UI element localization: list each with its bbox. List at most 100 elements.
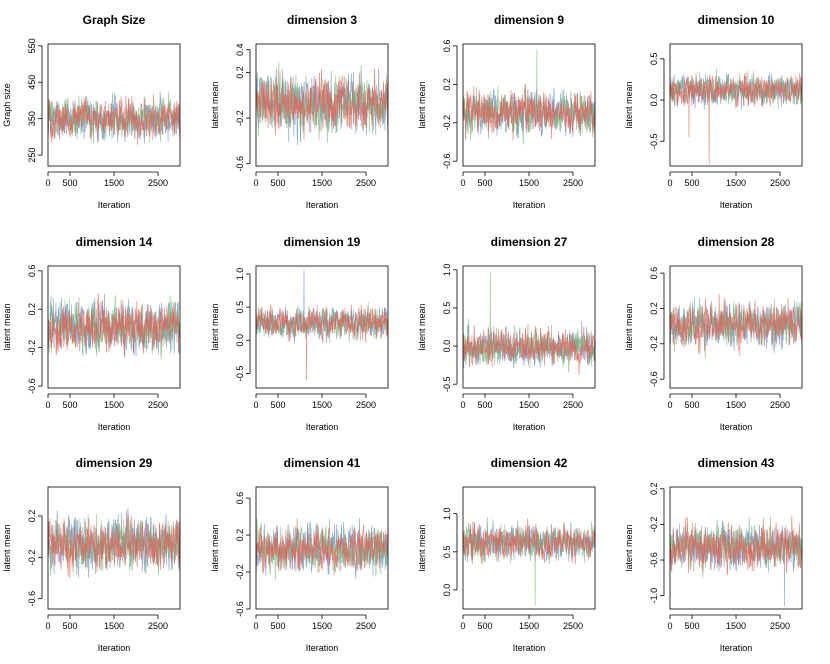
- y-tick-label: 0.0: [442, 584, 452, 597]
- y-tick-label: -0.2: [27, 550, 37, 566]
- y-tick-label: 250: [27, 148, 37, 163]
- series-line-2: [255, 304, 389, 381]
- x-tick-label: 2500: [563, 178, 583, 188]
- y-tick-label: -0.5: [235, 366, 245, 382]
- y-axis-label: latent mean: [417, 303, 427, 350]
- x-tick-label: 1500: [519, 400, 539, 410]
- x-tick-label: 500: [477, 178, 492, 188]
- x-axis-label: Iteration: [720, 422, 753, 432]
- panel-10: dimension 42 0 500 1500 2500 0.0 0.5 1.0 Iterati…: [417, 456, 596, 653]
- x-tick-label: 500: [270, 178, 285, 188]
- x-tick-label: 500: [477, 400, 492, 410]
- y-tick-label: -0.6: [235, 601, 245, 617]
- x-tick-label: 500: [684, 178, 699, 188]
- y-tick-label: 0.5: [442, 546, 452, 559]
- y-axis-label: latent mean: [624, 524, 634, 571]
- x-axis-label: Iteration: [513, 422, 546, 432]
- series-line-2: [669, 294, 803, 357]
- x-axis-label: Iteration: [513, 200, 546, 210]
- x-tick-label: 2500: [770, 621, 790, 631]
- x-axis-label: Iteration: [98, 422, 131, 432]
- x-tick-label: 2500: [148, 400, 168, 410]
- x-tick-label: 2500: [770, 178, 790, 188]
- y-tick-label: 0.4: [235, 43, 245, 56]
- y-tick-label: -0.5: [442, 376, 452, 392]
- panel-title: Graph Size: [83, 13, 146, 27]
- y-tick-label: -0.6: [235, 156, 245, 172]
- x-tick-label: 1500: [104, 400, 124, 410]
- y-tick-label: 0.0: [442, 340, 452, 353]
- x-tick-label: 0: [460, 178, 465, 188]
- series-line-2: [462, 323, 596, 375]
- x-axis-label: Iteration: [720, 200, 753, 210]
- plot-frame: [669, 265, 803, 389]
- y-tick-label: -0.2: [649, 517, 659, 533]
- y-tick-label: -0.2: [442, 115, 452, 131]
- x-tick-label: 500: [62, 400, 77, 410]
- panel-5: dimension 19 0 500 1500 2500 -0.5 0.0 0.5 1.0 Ite…: [210, 235, 389, 432]
- x-tick-label: 2500: [148, 178, 168, 188]
- panel-title: dimension 19: [284, 235, 361, 249]
- series-line-2: [47, 94, 181, 145]
- y-tick-label: 450: [27, 75, 37, 90]
- x-tick-label: 1500: [726, 621, 746, 631]
- series-line-0: [255, 268, 389, 345]
- series-line-2: [669, 72, 803, 165]
- x-tick-label: 2500: [770, 400, 790, 410]
- y-axis-label: latent mean: [2, 524, 12, 571]
- x-tick-label: 2500: [356, 400, 376, 410]
- panel-4: dimension 14 0 500 1500 2500 -0.6 -0.2 0.2 0.6 It…: [2, 235, 181, 432]
- y-tick-label: 0.5: [649, 53, 659, 66]
- x-tick-label: 2500: [148, 621, 168, 631]
- x-tick-label: 0: [667, 400, 672, 410]
- x-tick-label: 1500: [312, 621, 332, 631]
- panel-0: Graph Size 0 500 1500 2500 250 350 450 550 Iterat…: [2, 13, 181, 210]
- x-axis-label: Iteration: [720, 643, 753, 653]
- series-line-1: [462, 49, 596, 145]
- panel-title: dimension 14: [76, 235, 153, 249]
- panel-title: dimension 43: [698, 456, 775, 470]
- y-tick-label: 1.0: [442, 264, 452, 277]
- y-axis-label: latent mean: [624, 81, 634, 128]
- panel-title: dimension 29: [76, 456, 153, 470]
- y-axis-label: Graph size: [2, 83, 12, 127]
- plot-frame: [255, 43, 389, 167]
- y-tick-label: 0.2: [27, 510, 37, 523]
- plot-frame: [47, 43, 181, 167]
- plot-frame: [255, 486, 389, 610]
- x-tick-label: 0: [460, 400, 465, 410]
- y-tick-label: -0.6: [27, 378, 37, 394]
- y-tick-label: 0.0: [649, 94, 659, 107]
- x-tick-label: 1500: [519, 621, 539, 631]
- y-tick-label: -0.2: [235, 564, 245, 580]
- panel-title: dimension 3: [287, 13, 357, 27]
- y-tick-label: 0.2: [649, 302, 659, 315]
- panel-1: dimension 3 0 500 1500 2500 -0.6 -0.2 0.2 0.4 Ite…: [210, 13, 389, 210]
- plot-frame: [669, 43, 803, 167]
- x-tick-label: 0: [45, 400, 50, 410]
- y-tick-label: 550: [27, 38, 37, 53]
- x-tick-label: 500: [270, 621, 285, 631]
- y-tick-label: 0.2: [649, 483, 659, 496]
- plot-frame: [47, 486, 181, 610]
- panel-3: dimension 10 0 500 1500 2500 -0.5 0.0 0.5 Iterat…: [624, 13, 803, 210]
- x-tick-label: 2500: [563, 621, 583, 631]
- series-line-2: [255, 518, 389, 576]
- x-axis-label: Iteration: [513, 643, 546, 653]
- series-line-2: [462, 518, 596, 565]
- x-tick-label: 0: [667, 621, 672, 631]
- y-tick-label: 0.5: [442, 302, 452, 315]
- series-line-1: [669, 68, 803, 110]
- plot-frame: [669, 486, 803, 610]
- y-tick-label: -0.2: [649, 336, 659, 352]
- x-axis-label: Iteration: [306, 422, 339, 432]
- series-line-2: [669, 515, 803, 576]
- y-axis-label: latent mean: [417, 524, 427, 571]
- x-axis-label: Iteration: [98, 643, 131, 653]
- x-tick-label: 0: [253, 178, 258, 188]
- y-tick-label: 350: [27, 111, 37, 126]
- y-axis-label: latent mean: [210, 524, 220, 571]
- y-tick-label: -0.5: [649, 134, 659, 150]
- y-axis-label: latent mean: [2, 303, 12, 350]
